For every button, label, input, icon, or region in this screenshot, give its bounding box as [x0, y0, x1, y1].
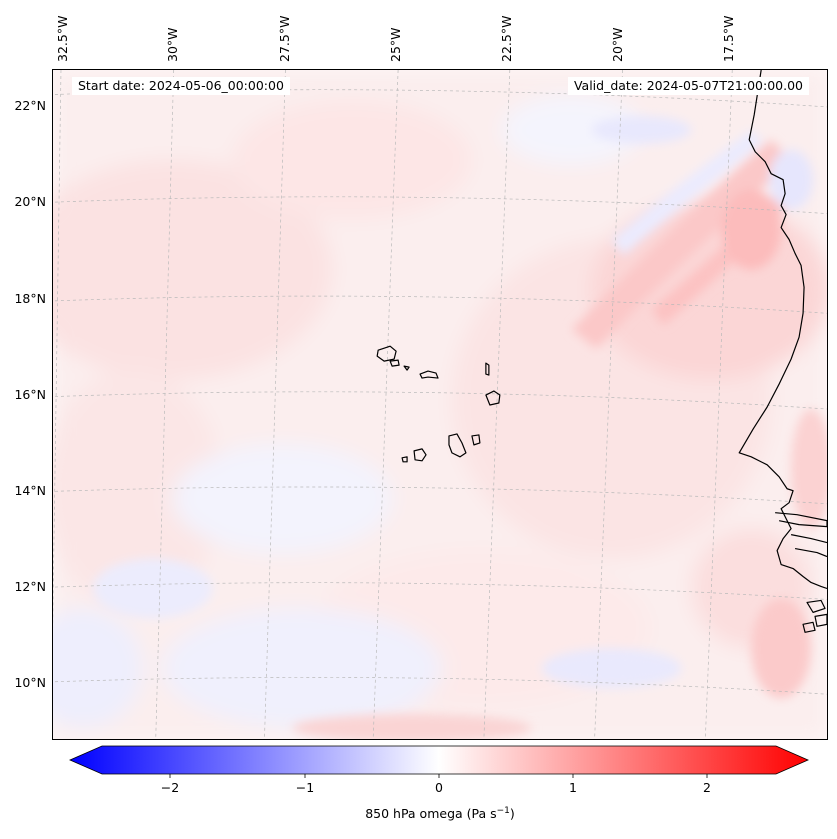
map-panel[interactable]	[52, 69, 828, 740]
sao-vicente	[389, 359, 400, 367]
sao-nicolau	[419, 370, 439, 379]
colorbar-tick-minus2: −2	[160, 780, 180, 795]
guinea-bissau-coast	[790, 534, 827, 558]
omega-field-map[interactable]	[53, 70, 827, 739]
colorbar	[69, 745, 809, 778]
lat-label-22n: 22°N	[14, 98, 46, 113]
santa-luzia	[403, 365, 410, 371]
colorbar-tick-2: 2	[703, 780, 711, 795]
valid-date-label: Valid_date: 2024-05-07T21:00:00.00	[567, 77, 809, 95]
omega-bands	[92, 115, 827, 739]
lon-label-17-5w: 17.5°W	[721, 15, 736, 62]
lat-label-16n: 16°N	[14, 387, 46, 402]
fogo	[413, 448, 427, 462]
lat-label-10n: 10°N	[14, 675, 46, 690]
colorbar-tick-marks	[169, 774, 708, 778]
santo-antao	[376, 345, 397, 362]
africa-coast	[738, 70, 827, 590]
sal	[485, 362, 490, 376]
lon-label-25w: 25°W	[388, 27, 403, 62]
lon-label-22-5w: 22.5°W	[499, 15, 514, 62]
gambia-estuary	[775, 512, 827, 528]
brava	[401, 456, 408, 463]
start-date-label: Start date: 2024-05-06_00:00:00	[72, 77, 290, 95]
lat-label-20n: 20°N	[14, 194, 46, 209]
colorbar-label: 850 hPa omega (Pa s−1)	[365, 806, 515, 822]
lon-label-20w: 20°W	[610, 27, 625, 62]
colorbar-body	[69, 745, 809, 775]
boa-vista	[485, 390, 501, 406]
lon-label-32-5w: 32.5°W	[55, 15, 70, 62]
santiago	[448, 433, 467, 458]
lat-label-12n: 12°N	[14, 579, 46, 594]
lat-label-18n: 18°N	[14, 291, 46, 306]
colorbar-tick-minus1: −1	[295, 780, 315, 795]
coastlines	[376, 70, 827, 633]
lon-label-30w: 30°W	[165, 27, 180, 62]
colorbar-tick-1: 1	[569, 780, 577, 795]
lat-label-14n: 14°N	[14, 483, 46, 498]
maio	[471, 434, 481, 446]
colorbar-tick-0: 0	[435, 780, 443, 795]
bijagos-islands	[802, 599, 827, 633]
lon-label-27-5w: 27.5°W	[277, 15, 292, 62]
